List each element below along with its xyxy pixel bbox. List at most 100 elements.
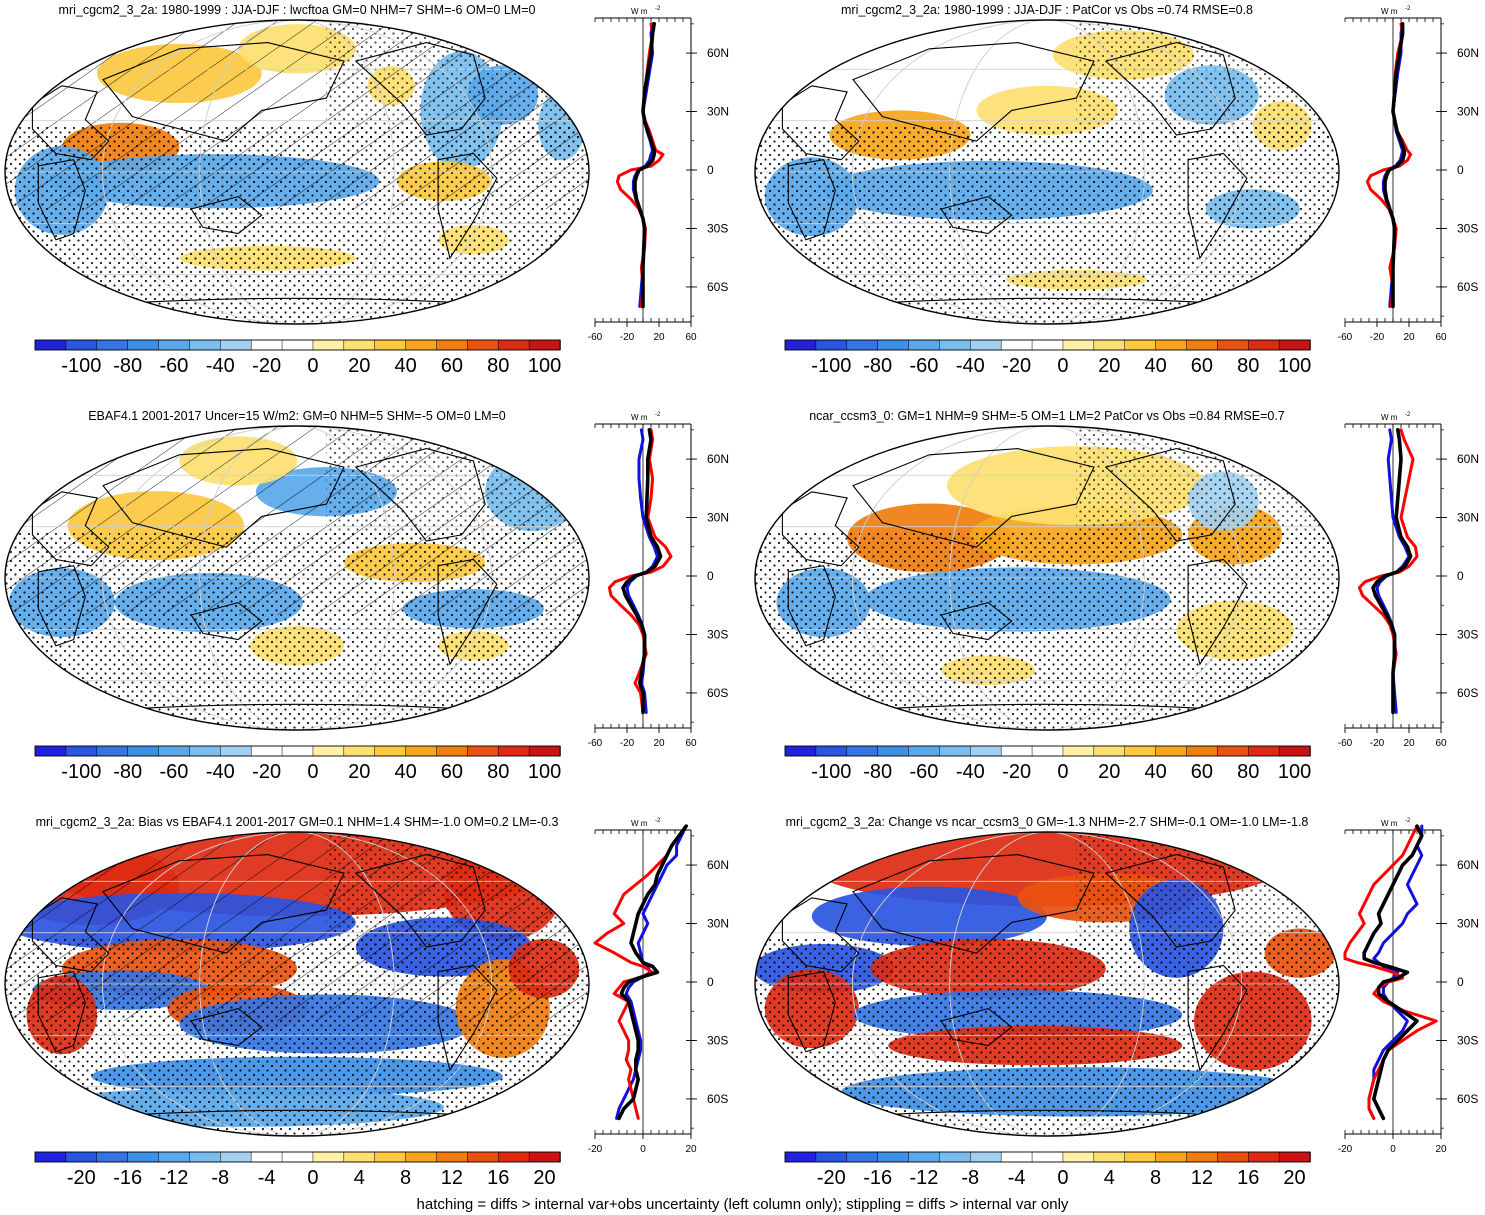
colorbar-bin <box>467 745 499 757</box>
colorbar-bin <box>497 339 530 351</box>
map-coastline <box>37 159 86 241</box>
colorbar-tick-label: -40 <box>956 761 985 783</box>
colorbar-tick-label: 16 <box>487 1167 509 1189</box>
colorbar-bin <box>784 339 817 351</box>
profile-lat-tick-label: 30S <box>1457 221 1478 235</box>
map-coastline <box>1187 964 1248 1072</box>
colorbar-frame <box>34 745 561 757</box>
profile-x-tick-label: -60 <box>588 332 603 343</box>
profile-x-tick-label: 20 <box>685 1144 697 1155</box>
colorbar-bin <box>343 339 376 351</box>
map-coastline <box>37 971 86 1053</box>
colorbar-bin <box>65 745 98 757</box>
panel-title: EBAF4.1 2001-2017 Uncer=15 W/m2: GM=0 NH… <box>88 409 506 423</box>
colorbar-tick-label: 20 <box>1098 355 1120 377</box>
colorbar-bin <box>1000 745 1033 757</box>
colorbar-tick-label: 0 <box>1057 1167 1068 1189</box>
map-coastline <box>1104 448 1236 542</box>
colorbar-tick-label: 80 <box>1237 355 1259 377</box>
colorbar-tick-label: -4 <box>258 1167 276 1189</box>
colorbar-tick-label: 80 <box>1237 761 1259 783</box>
colorbar-bin <box>312 745 345 757</box>
profile-series-obs <box>593 824 688 1120</box>
map-gridline <box>199 832 395 1136</box>
colorbar-bin <box>939 1151 972 1163</box>
colorbar-bin <box>1031 1151 1064 1163</box>
colorbar-tick-label: 80 <box>487 761 509 783</box>
colorbar-bin <box>1186 339 1219 351</box>
profile-lat-tick-label: 60S <box>1457 686 1478 700</box>
colorbar-bin <box>908 745 941 757</box>
colorbar-bin <box>467 339 499 351</box>
colorbar-bin <box>1217 1151 1249 1163</box>
profile-lat-tick-label: 0 <box>707 975 714 989</box>
colorbar-tick-label: 40 <box>394 761 416 783</box>
map-border <box>754 831 1340 1137</box>
colorbar-tick-label: 40 <box>1144 355 1166 377</box>
profile-units-label: W m <box>1381 7 1398 16</box>
colorbar-bin <box>970 339 1002 351</box>
map-coastline <box>781 897 860 973</box>
colorbar-bin <box>1000 339 1033 351</box>
profile-lat-tick-label: 60N <box>707 452 729 466</box>
colorbar-bin <box>1186 1151 1219 1163</box>
map-coastline <box>437 558 498 666</box>
map-coastline <box>1104 854 1236 948</box>
colorbar-bin <box>343 745 376 757</box>
map-coastline <box>190 1007 263 1047</box>
colorbar-bin <box>127 1151 160 1163</box>
colorbar-frame <box>34 339 561 351</box>
colorbar-bin <box>1124 339 1157 351</box>
colorbar-bin <box>467 1151 499 1163</box>
colorbar-bin <box>1278 1151 1311 1163</box>
map-coastline <box>437 152 498 260</box>
map-stippling <box>1076 426 1339 548</box>
panel-5: mri_cgcm2_3_2a: Bias vs EBAF4.1 2001-201… <box>4 815 729 1189</box>
profile-x-tick-label: -20 <box>588 1144 603 1155</box>
map-coastline <box>940 195 1013 235</box>
profile-units-exponent: -2 <box>1405 6 1411 12</box>
map-coastline <box>190 195 263 235</box>
map-area <box>5 832 589 1136</box>
profile-units-exponent: -2 <box>1405 818 1411 824</box>
profile-lat-tick-label: 60S <box>707 280 728 294</box>
profile-lat-tick-label: 60S <box>1457 1092 1478 1106</box>
map-gridline <box>199 426 395 730</box>
profile-series-model <box>621 428 663 715</box>
colorbar-bin <box>96 1151 129 1163</box>
colorbar-bin <box>1031 339 1064 351</box>
colorbar-bin <box>815 1151 848 1163</box>
map-border <box>4 425 590 731</box>
colorbar-bin <box>158 745 191 757</box>
profile-units-label: W m <box>631 7 648 16</box>
colorbar-bin <box>34 1151 67 1163</box>
colorbar-tick-label: 20 <box>1098 761 1120 783</box>
profile-x-tick-label: 60 <box>1435 332 1447 343</box>
colorbar-bin <box>939 745 972 757</box>
colorbar-bin <box>970 1151 1002 1163</box>
profile-lat-tick-label: 30N <box>707 917 729 931</box>
map-coastline <box>354 854 486 948</box>
zonal-profile: W m -2 -60 -20 20 60 60N 30N 0 30S 60S <box>588 6 729 343</box>
colorbar-bin <box>497 745 530 757</box>
colorbar-tick-label: 20 <box>533 1167 555 1189</box>
map-coastline <box>852 42 1095 142</box>
colorbar-bin <box>189 339 222 351</box>
colorbar-bin <box>1093 745 1126 757</box>
profile-units-label: W m <box>1381 413 1398 422</box>
profile-units-label: W m <box>631 819 648 828</box>
colorbar-bin <box>877 745 910 757</box>
colorbar-bin <box>374 1151 407 1163</box>
profile-x-tick-label: -60 <box>1338 332 1353 343</box>
colorbar-bin <box>65 339 98 351</box>
colorbar-bin <box>1247 1151 1280 1163</box>
colorbar-tick-label: -20 <box>67 1167 96 1189</box>
map-coastline <box>102 448 345 548</box>
profile-lat-tick-label: 30N <box>1457 105 1479 119</box>
profile-series-model <box>1371 428 1413 715</box>
colorbar-bin <box>405 1151 438 1163</box>
colorbar-bin <box>34 339 67 351</box>
map-hatching <box>5 20 589 209</box>
colorbar-tick-label: -60 <box>160 761 189 783</box>
colorbar-tick-label: -20 <box>817 1167 846 1189</box>
